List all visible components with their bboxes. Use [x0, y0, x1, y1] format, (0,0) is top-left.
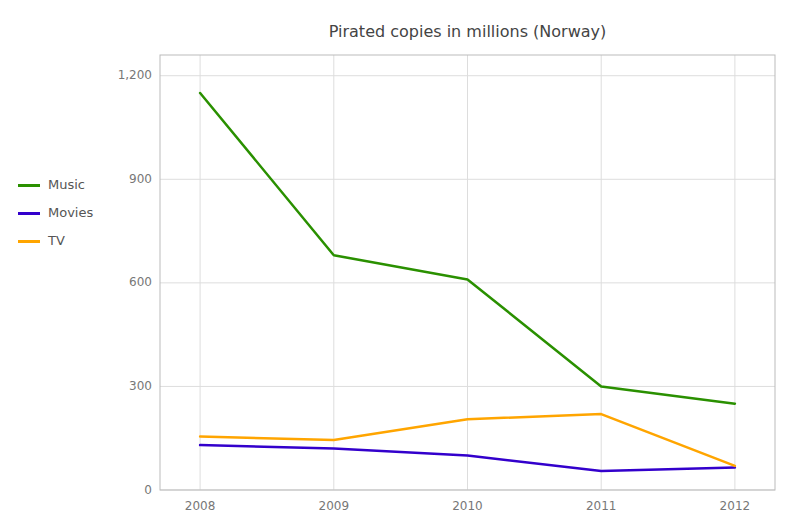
x-grid-line: [200, 55, 201, 490]
x-tick-label: 2009: [319, 499, 350, 513]
chart-container: 0 300 600 900 1,200 2008 2009 2010 2011 2012 Pirat…: [0, 0, 800, 532]
series-line: [200, 414, 735, 466]
y-tick-label: 900: [129, 172, 152, 186]
x-grid-line: [601, 55, 602, 490]
chart-svg: 0 300 600 900 1,200 2008 2009 2010 2011 2012 Pirat…: [0, 0, 800, 532]
legend-swatch: [18, 240, 40, 243]
legend-label: Movies: [48, 205, 93, 220]
plot-area: [200, 93, 735, 471]
legend-label: Music: [48, 177, 85, 192]
x-tick-label: 2010: [452, 499, 483, 513]
x-grid-line: [734, 55, 735, 490]
chart-title: Pirated copies in millions (Norway): [329, 22, 607, 41]
x-grid-line: [467, 55, 468, 490]
legend: Music Movies TV: [18, 177, 93, 248]
y-tick-label: 600: [129, 275, 152, 289]
series-line: [200, 445, 735, 471]
legend-swatch: [18, 184, 40, 187]
legend-swatch: [18, 212, 40, 215]
legend-label: TV: [47, 233, 65, 248]
axes: 0 300 600 900 1,200 2008 2009 2010 2011 2012: [118, 55, 775, 513]
x-tick-label: 2011: [586, 499, 617, 513]
x-grid-line: [333, 55, 334, 490]
series-line: [200, 93, 735, 404]
y-tick-label: 1,200: [118, 68, 152, 82]
y-tick-label: 300: [129, 379, 152, 393]
y-tick-label: 0: [144, 483, 152, 497]
x-tick-label: 2012: [720, 499, 751, 513]
grid: [160, 55, 775, 490]
plot-frame: [160, 55, 775, 490]
x-tick-label: 2008: [185, 499, 216, 513]
